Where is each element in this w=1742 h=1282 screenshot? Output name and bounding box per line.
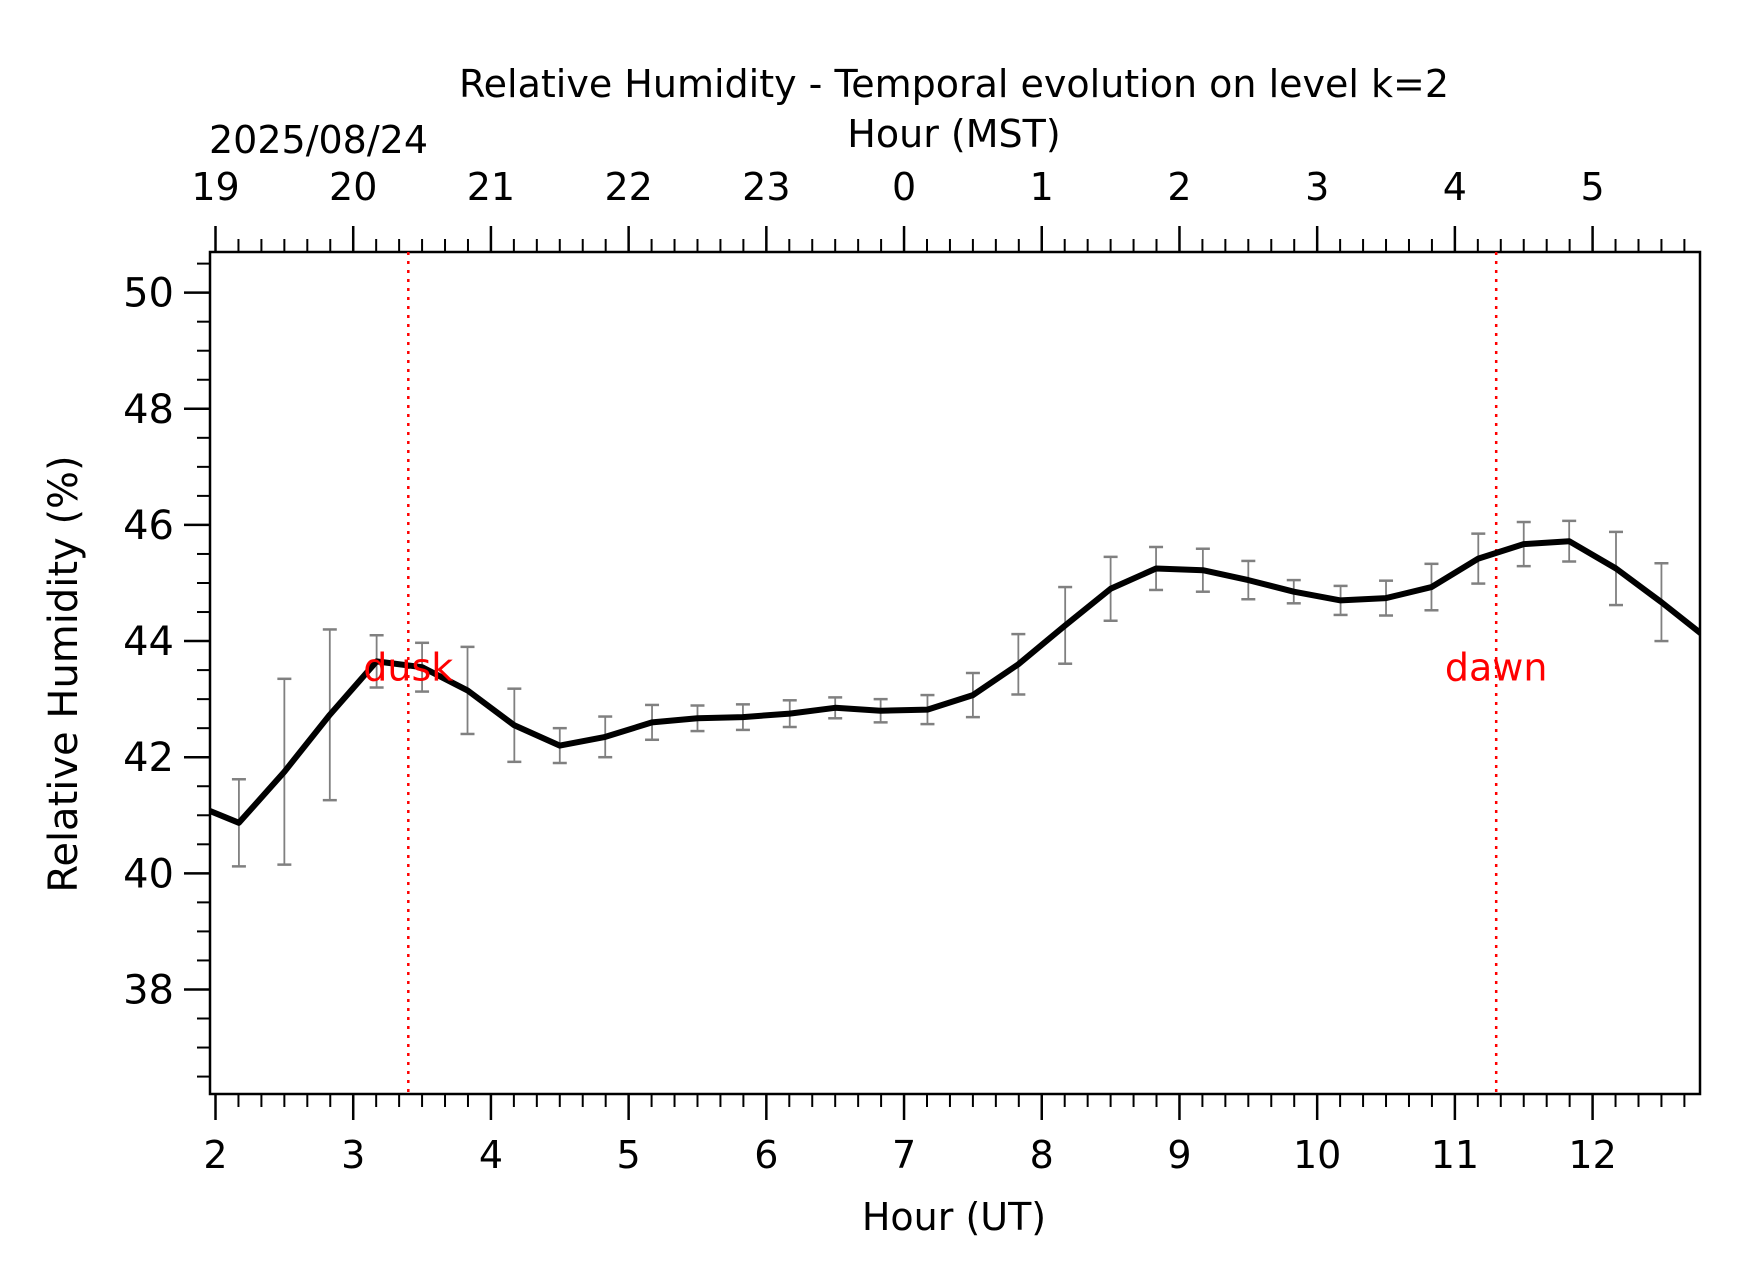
x-tick-label: 10	[1293, 1133, 1341, 1177]
top-tick-label: 20	[329, 165, 377, 209]
top-tick-label: 1	[1030, 165, 1054, 209]
y-tick-label: 48	[123, 387, 174, 433]
x-tick-label: 12	[1568, 1133, 1616, 1177]
data-layer	[210, 252, 1700, 1094]
y-tick-label: 44	[123, 619, 174, 665]
x-tick-label: 9	[1167, 1133, 1191, 1177]
top-tick-label: 2	[1167, 165, 1191, 209]
top-tick-label: 5	[1580, 165, 1604, 209]
series-line	[210, 538, 1700, 826]
x-tick-label: 11	[1431, 1133, 1479, 1177]
x-tick-label: 7	[892, 1133, 916, 1177]
top-tick-label: 4	[1443, 165, 1467, 209]
top-tick-label: 19	[191, 165, 239, 209]
top-tick-label: 22	[604, 165, 652, 209]
y-tick-label: 50	[123, 271, 174, 317]
marker-label-dawn: dawn	[1445, 646, 1548, 690]
y-tick-label: 38	[123, 967, 174, 1013]
x-tick-label: 6	[754, 1133, 778, 1177]
x-tick-label: 8	[1030, 1133, 1054, 1177]
x-tick-label: 3	[341, 1133, 365, 1177]
x-tick-label: 2	[203, 1133, 227, 1177]
y-tick-label: 46	[123, 503, 174, 549]
x-tick-label: 5	[617, 1133, 641, 1177]
top-tick-label: 3	[1305, 165, 1329, 209]
y-tick-label: 42	[123, 735, 174, 781]
top-tick-label: 0	[892, 165, 916, 209]
plot-frame	[208, 250, 1702, 1096]
date-label: 2025/08/24	[209, 118, 428, 162]
top-tick-label: 23	[742, 165, 790, 209]
top-axis-label: Hour (MST)	[847, 112, 1060, 156]
top-tick-label: 21	[467, 165, 515, 209]
x-axis-label: Hour (UT)	[862, 1195, 1046, 1239]
chart-title: Relative Humidity - Temporal evolution o…	[459, 62, 1449, 106]
x-tick-label: 4	[479, 1133, 503, 1177]
marker-label-dusk: dusk	[363, 646, 453, 690]
y-tick-label: 40	[123, 851, 174, 897]
y-axis-label: Relative Humidity (%)	[41, 455, 87, 892]
